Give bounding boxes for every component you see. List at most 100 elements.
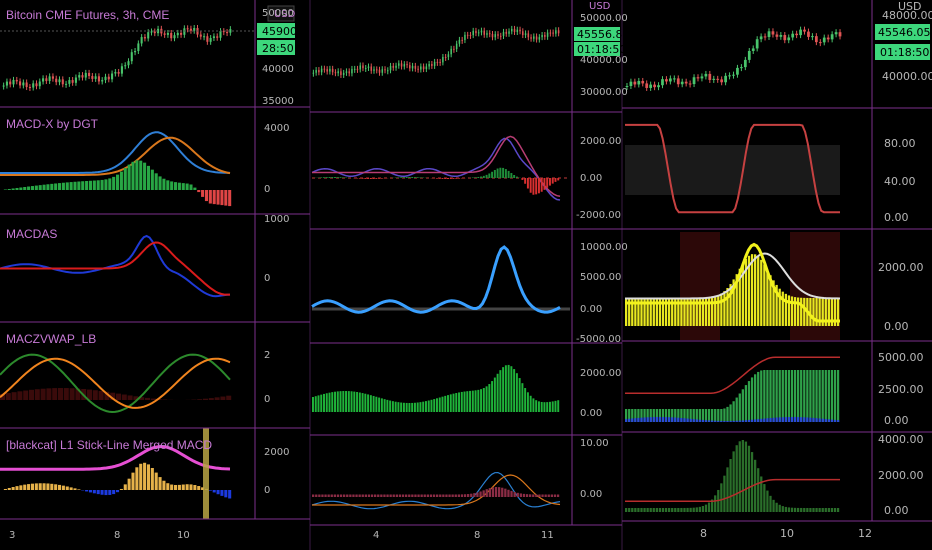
col2-volume-hist (369, 395, 372, 412)
col1-stickline-hist (100, 490, 104, 495)
col2-volume-hist (353, 391, 356, 412)
col3-green-hist (830, 370, 834, 422)
price-tick-top: 50000 (262, 8, 294, 19)
bar-countdown-badge (257, 40, 295, 55)
col1-candle-body (78, 75, 81, 78)
col2-volume-hist (515, 373, 518, 412)
col3-blue-hist (664, 417, 668, 422)
col2-volume-hist (532, 398, 535, 412)
col3-blue-hist (818, 418, 821, 422)
pane3-tick-zero: 0.00 (884, 414, 909, 427)
col1-macd-hist (166, 180, 170, 190)
currency-label[interactable]: USD (589, 1, 611, 12)
col1-macd-hist (3, 189, 7, 190)
col1-stickline-hist (154, 472, 158, 490)
col1-candle-body (104, 76, 107, 81)
col2-candle-body (483, 30, 485, 35)
col1-macd-hist (162, 178, 166, 190)
col1-macd-hist (212, 190, 216, 205)
col3-yellow-hist (803, 297, 806, 326)
symbol-title[interactable]: Bitcoin CME Futures, 3h, CME (6, 8, 169, 22)
col1-macd-hist (30, 186, 34, 190)
col3-volume-hist (744, 441, 748, 512)
col2-macd-hist (455, 178, 458, 179)
col1-candle-body (127, 61, 130, 66)
col1-stickline-hist (177, 484, 181, 490)
col3-green-hist (649, 409, 652, 422)
col2-osc-hist (463, 494, 467, 497)
col3-green-hist (821, 370, 824, 422)
col3-volume-hist (720, 483, 723, 512)
col2-volume-hist (557, 400, 560, 412)
col3-candle-body (672, 78, 676, 80)
col2-osc-hist (401, 494, 405, 497)
col3-candle-body (787, 37, 791, 41)
col2-volume-hist (537, 401, 540, 412)
col3-blue-hist (815, 418, 818, 422)
col3-volume-line (625, 478, 840, 502)
col2-candle-body (373, 69, 375, 71)
col2-macd-hist (342, 177, 345, 178)
col2-volume-hist (504, 365, 507, 412)
col1-macd-hist (123, 168, 127, 190)
col2-volume-hist (529, 395, 532, 412)
col3-candle-body (724, 75, 727, 83)
col3-volume-hist (803, 507, 806, 512)
col2-macd-fast (311, 137, 561, 201)
col3-blue-hist (717, 420, 720, 422)
col2-volume-hist (328, 392, 331, 412)
col2-osc-hist (355, 494, 358, 497)
col1-macd-hist (116, 174, 120, 190)
pane1-tick-top: 2000.00 (580, 136, 621, 147)
column3-pane-separators[interactable] (622, 0, 932, 522)
col3-blue-hist (625, 419, 628, 422)
col2-volume-hist (424, 401, 427, 412)
pane4-title[interactable]: [blackcat] L1 Stick-Line Merged MACD (6, 438, 212, 452)
col3-candle-body (755, 39, 759, 49)
col2-osc-hist (525, 494, 529, 497)
col3-yellow-hist (763, 264, 766, 326)
col2-candle-body (389, 65, 392, 71)
col2-osc-hist (333, 494, 336, 497)
col1-maczvwap-area (197, 399, 203, 400)
col1-maczvwap-area (110, 392, 116, 400)
column1-pane-separators[interactable] (0, 0, 310, 520)
col1-macd-hist (85, 180, 89, 190)
pane1-title[interactable]: MACD-X by DGT (6, 117, 99, 131)
currency-label[interactable]: USD (274, 9, 296, 20)
pane3-tick-zero: 0 (264, 394, 270, 405)
col1-macd-hist (42, 184, 46, 190)
pane3-title[interactable]: MACZVWAP_LB (6, 332, 96, 346)
col3-green-hist (680, 409, 683, 422)
col2-volume-hist (411, 402, 414, 412)
currency-label-box[interactable] (267, 5, 295, 22)
col1-macd-hist (69, 182, 73, 190)
pane2-title[interactable]: MACDAS (6, 227, 57, 241)
col2-volume-hist (469, 390, 472, 412)
column2-pane-separators[interactable] (310, 0, 622, 526)
col2-macd-hist (532, 178, 535, 195)
col2-macd-hist (551, 178, 554, 184)
col3-volume-hist (658, 507, 662, 512)
col3-yellow-hist (677, 297, 680, 326)
col1-macdas-blue (0, 234, 231, 298)
col1-candle-body (61, 79, 64, 85)
col1-macd-hist (143, 162, 147, 190)
col3-volume-hist (729, 459, 732, 512)
col3-yellow-hist (692, 297, 695, 326)
col2-candle-body (395, 65, 397, 68)
col3-green-hist (625, 409, 628, 422)
col1-maczvwap-orange (0, 357, 231, 409)
pane2-tick-mid: 5000.00 (580, 272, 621, 283)
currency-label[interactable]: USD (898, 0, 922, 13)
col2-osc-hist (451, 494, 454, 497)
col3-blue-hist (689, 418, 692, 422)
col1-candle-body (216, 36, 219, 38)
col2-candle-body (400, 63, 403, 67)
col3-yellow-hist (640, 298, 643, 326)
col2-candle-body (505, 31, 508, 34)
col3-blue-hist (652, 417, 655, 422)
col3-yellow-hist (680, 297, 683, 326)
col1-maczvwap-area (69, 388, 75, 400)
col3-green-hist (686, 409, 689, 422)
